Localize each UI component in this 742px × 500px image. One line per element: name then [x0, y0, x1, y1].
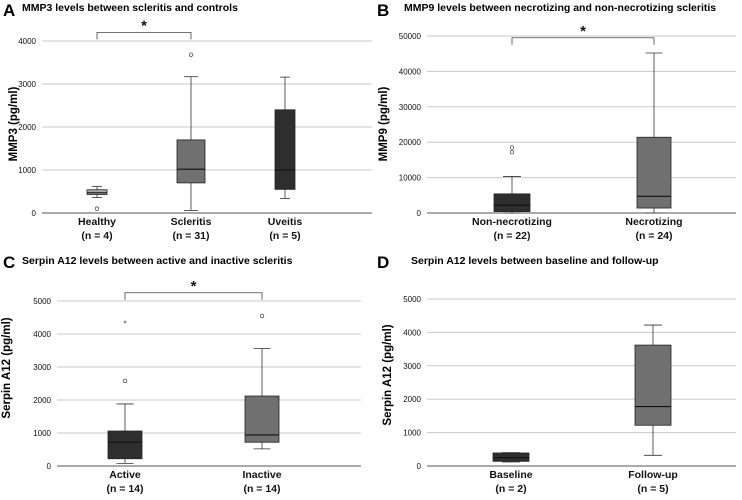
x-tick-label: Scleritis	[171, 216, 212, 228]
panel-c: C Serpin A12 levels between active and i…	[1, 253, 361, 495]
significance-bracket	[96, 32, 192, 40]
x-tick-n-label: (n = 31)	[172, 230, 209, 242]
significance-bracket	[124, 292, 263, 300]
iqr-box	[274, 109, 296, 190]
y-tick-label: 1000	[403, 429, 421, 438]
iqr-box	[86, 189, 108, 195]
y-tick-label: 0	[417, 209, 422, 218]
significance-marker: *	[580, 23, 586, 40]
y-tick-label: 30000	[399, 103, 422, 112]
box-non-necrotizing	[493, 145, 531, 214]
chart-title: Serpin A12 levels between baseline and f…	[411, 255, 659, 267]
panel-b: B MMP9 levels between necrotizing and no…	[377, 1, 736, 242]
x-tick-n-label: (n = 22)	[493, 230, 530, 242]
chart-title: MMP9 levels between necrotizing and non-…	[404, 2, 716, 14]
iqr-box	[636, 136, 672, 209]
box-healthy	[86, 185, 108, 211]
y-tick-label: 50000	[399, 32, 422, 41]
box-active: *	[107, 319, 143, 464]
y-axis-label: MMP3 (pg/ml)	[8, 86, 20, 161]
panel-letter: B	[377, 1, 389, 20]
outlier-point	[122, 378, 128, 384]
y-tick-label: 20000	[399, 138, 422, 147]
y-tick-label: 5000	[403, 295, 421, 304]
x-tick-n-label: (n = 5)	[269, 230, 300, 242]
chart-title: MMP3 levels between scleritis and contro…	[22, 2, 238, 14]
y-tick-label: 1000	[18, 166, 36, 175]
outlier-point	[509, 149, 515, 155]
chart-title: Serpin A12 levels between active and ina…	[22, 255, 293, 267]
box-necrotizing	[636, 52, 672, 214]
extreme-point: *	[123, 319, 126, 328]
iqr-box	[493, 193, 531, 212]
x-tick-label: Inactive	[242, 469, 281, 481]
box-uveitis	[274, 76, 296, 199]
panel-letter: C	[3, 253, 15, 272]
y-tick-label: 2000	[18, 123, 36, 132]
x-tick-label: Healthy	[78, 216, 116, 228]
x-tick-n-label: (n = 4)	[81, 230, 112, 242]
y-tick-label: 1000	[33, 429, 51, 438]
box-baseline	[492, 452, 530, 463]
box-inactive	[244, 313, 280, 450]
y-axis-label: Serpin A12 (pg/ml)	[1, 317, 13, 418]
box-scleritis	[176, 52, 206, 211]
x-tick-n-label: (n = 2)	[495, 483, 526, 495]
y-axis-label: Serpin A12 (pg/ml)	[382, 324, 394, 425]
y-tick-label: 3000	[18, 80, 36, 89]
x-tick-label: Necrotizing	[625, 216, 682, 228]
x-tick-label: Follow-up	[628, 469, 678, 481]
y-tick-label: 2000	[403, 395, 421, 404]
y-tick-label: 4000	[33, 330, 51, 339]
y-tick-label: 0	[417, 462, 422, 471]
y-tick-label: 3000	[403, 362, 421, 371]
x-tick-label: Non-necrotizing	[472, 216, 552, 228]
outlier-point	[259, 313, 265, 319]
iqr-box	[176, 139, 206, 184]
significance-bracket	[511, 37, 655, 45]
box-follow-up	[634, 324, 672, 456]
x-tick-label: Active	[109, 469, 141, 481]
significance-marker: *	[141, 17, 147, 34]
iqr-box	[634, 344, 672, 426]
x-tick-n-label: (n = 5)	[637, 483, 668, 495]
y-tick-label: 4000	[18, 37, 36, 46]
outlier-point	[94, 206, 100, 211]
y-tick-label: 40000	[399, 67, 422, 76]
panel-letter: D	[377, 253, 389, 272]
y-tick-label: 5000	[33, 297, 51, 306]
x-tick-label: Uveitis	[268, 216, 303, 228]
x-tick-n-label: (n = 24)	[635, 230, 672, 242]
x-tick-n-label: (n = 14)	[243, 483, 280, 495]
outlier-point	[509, 145, 515, 150]
x-tick-label: Baseline	[489, 469, 532, 481]
outlier-point	[188, 52, 194, 57]
x-tick-n-label: (n = 14)	[106, 483, 143, 495]
iqr-box	[107, 430, 143, 460]
y-axis-label: MMP9 (pg/ml)	[378, 86, 390, 161]
y-tick-label: 0	[32, 209, 37, 218]
significance-marker: *	[191, 278, 197, 295]
panel-letter: A	[3, 1, 15, 20]
y-tick-label: 3000	[33, 363, 51, 372]
y-tick-label: 0	[47, 462, 52, 471]
y-tick-label: 4000	[403, 328, 421, 337]
y-tick-label: 10000	[399, 174, 422, 183]
y-tick-label: 2000	[33, 396, 51, 405]
panel-d: D Serpin A12 levels between baseline and…	[377, 253, 736, 495]
panel-a: A MMP3 levels between scleritis and cont…	[3, 1, 372, 242]
